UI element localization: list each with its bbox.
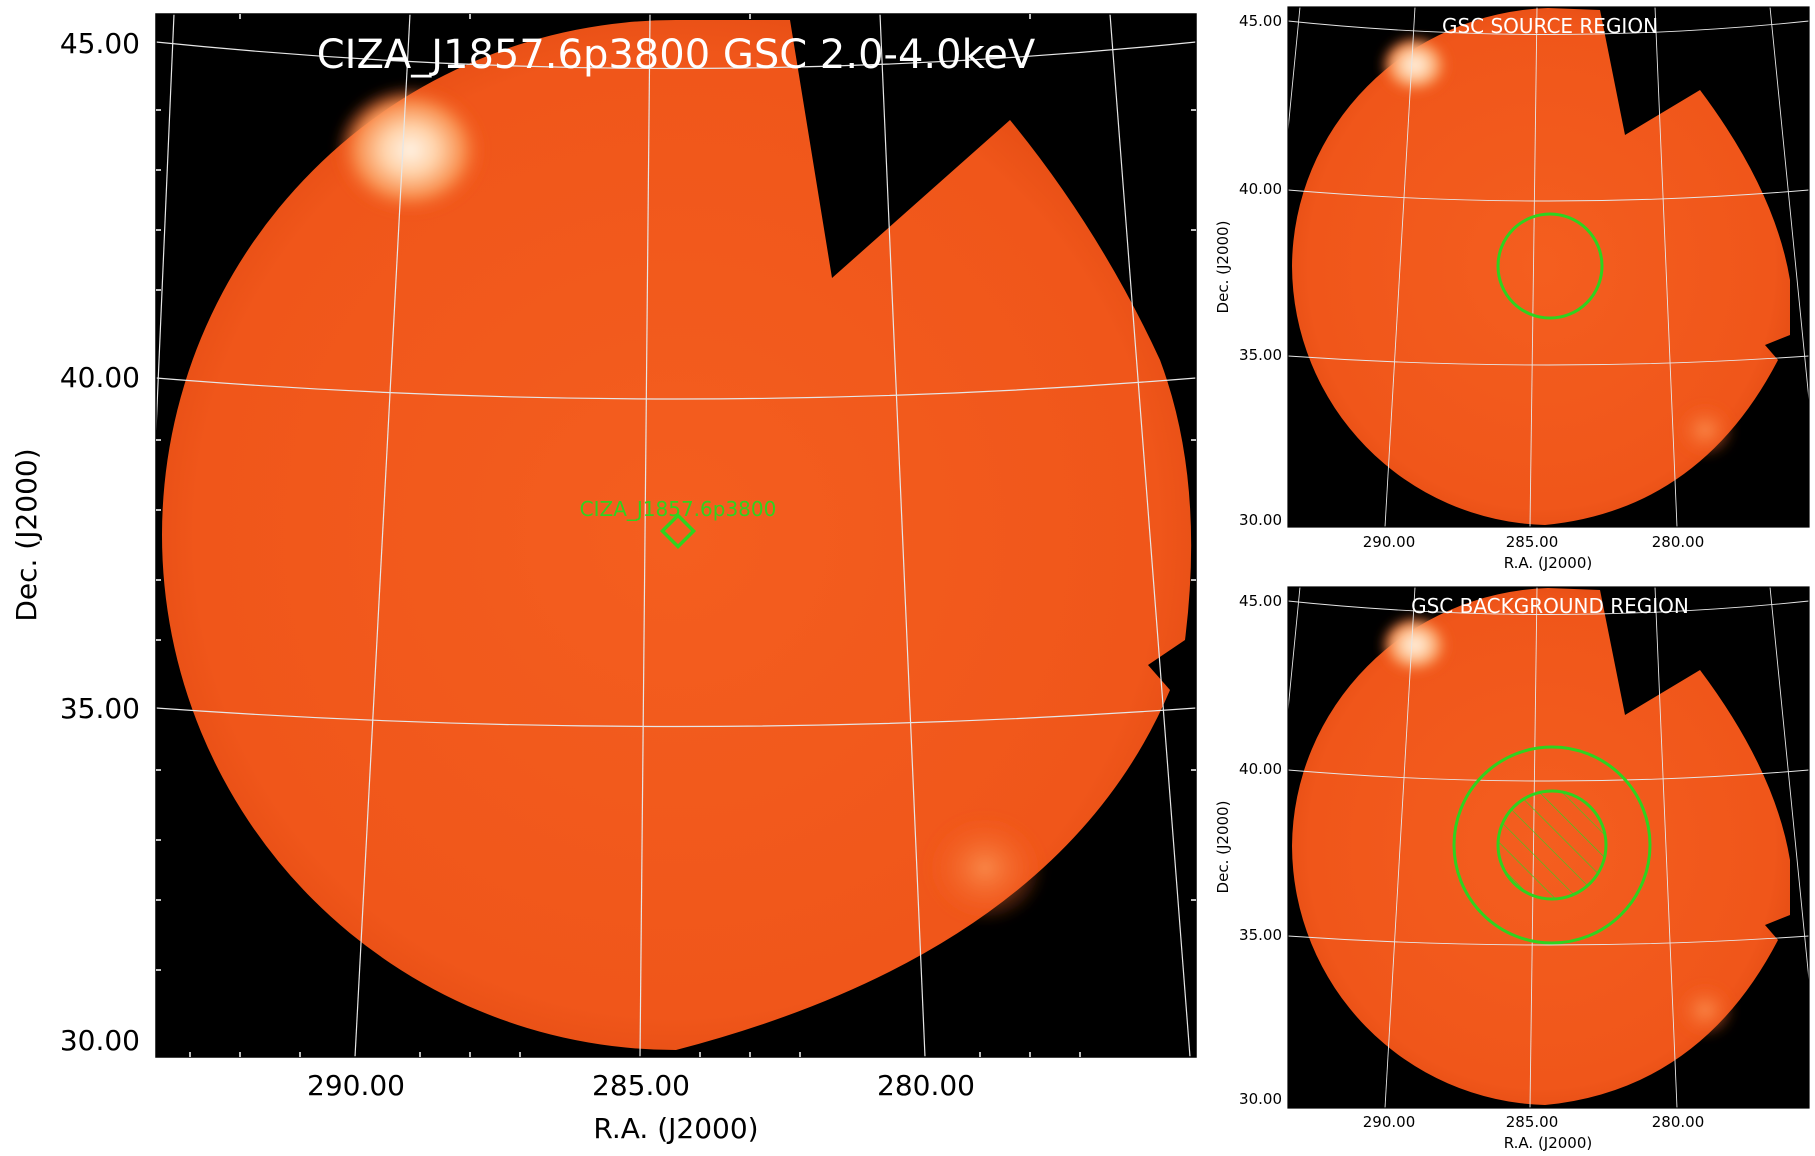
source-ytick-label: 30.00: [1239, 511, 1282, 529]
source-xtick-label: 285.00: [1506, 533, 1559, 551]
background-panel-title: GSC BACKGROUND REGION: [1411, 594, 1689, 618]
background-xtick-label: 285.00: [1506, 1113, 1559, 1131]
source-ytick-label: 45.00: [1239, 12, 1282, 30]
main-title: CIZA_J1857.6p3800 GSC 2.0-4.0keV: [317, 32, 1036, 78]
background-xtick-label: 290.00: [1363, 1113, 1416, 1131]
background-xtick-label: 280.00: [1652, 1113, 1705, 1131]
main-ytick-label: 45.00: [60, 27, 140, 60]
main-x-axis-label: R.A. (J2000): [593, 1112, 758, 1145]
background-ytick-label: 40.00: [1239, 760, 1282, 778]
main-xtick-label: 280.00: [877, 1069, 975, 1102]
background-x-axis-label: R.A. (J2000): [1504, 1134, 1593, 1152]
background-bright-blob: [1380, 615, 1450, 675]
source-x-axis-label: R.A. (J2000): [1504, 554, 1593, 572]
background-y-axis-label: Dec. (J2000): [1214, 801, 1232, 894]
source-plot-frame: [1287, 6, 1810, 528]
background-inner-circle: [1496, 789, 1608, 901]
source-region-panel: GSC SOURCE REGION 45.00 40.00 35.00 30.0…: [1214, 6, 1810, 572]
source-faint-blob: [1675, 402, 1735, 458]
main-ytick-label: 40.00: [60, 361, 140, 394]
source-marker-diamond: [659, 512, 697, 550]
source-panel-title: GSC SOURCE REGION: [1442, 14, 1658, 38]
background-ytick-label: 35.00: [1239, 926, 1282, 944]
background-outer-circle: [1452, 745, 1652, 945]
background-ytick-label: 45.00: [1239, 592, 1282, 610]
source-coordinate-grid: [1288, 7, 1809, 527]
main-bright-source-blob: [335, 85, 485, 215]
background-ytick-label: 30.00: [1239, 1090, 1282, 1108]
source-y-axis-label: Dec. (J2000): [1214, 221, 1232, 314]
main-coordinate-grid: [156, 14, 1196, 1057]
main-ytick-label: 30.00: [60, 1024, 140, 1057]
main-xtick-label: 285.00: [592, 1069, 690, 1102]
source-bright-blob: [1380, 35, 1450, 95]
source-ytick-label: 35.00: [1239, 346, 1282, 364]
main-minor-ticks: [156, 14, 1196, 1057]
main-exposure-map: [162, 20, 1192, 1050]
main-panel: CIZA_J1857.6p3800 CIZA_J1857.6p3800 GSC …: [10, 13, 1197, 1145]
source-region-circle: [1496, 212, 1604, 320]
main-faint-source-blob: [925, 813, 1045, 923]
source-ytick-label: 40.00: [1239, 180, 1282, 198]
background-region-panel: GSC BACKGROUND REGION 45.00 40.00 35.00 …: [1214, 586, 1810, 1152]
source-xtick-label: 290.00: [1363, 533, 1416, 551]
main-ytick-label: 35.00: [60, 692, 140, 725]
background-excluded-hatch: [1498, 791, 1606, 899]
background-coordinate-grid: [1288, 587, 1809, 1108]
main-y-axis-label: Dec. (J2000): [10, 448, 43, 621]
source-xtick-label: 280.00: [1652, 533, 1705, 551]
background-faint-blob: [1675, 982, 1735, 1038]
source-exposure-map: [1292, 8, 1790, 525]
main-xtick-label: 290.00: [307, 1069, 405, 1102]
background-plot-frame: [1287, 586, 1810, 1109]
source-marker-label: CIZA_J1857.6p3800: [580, 497, 777, 521]
main-plot-frame: [155, 13, 1197, 1058]
